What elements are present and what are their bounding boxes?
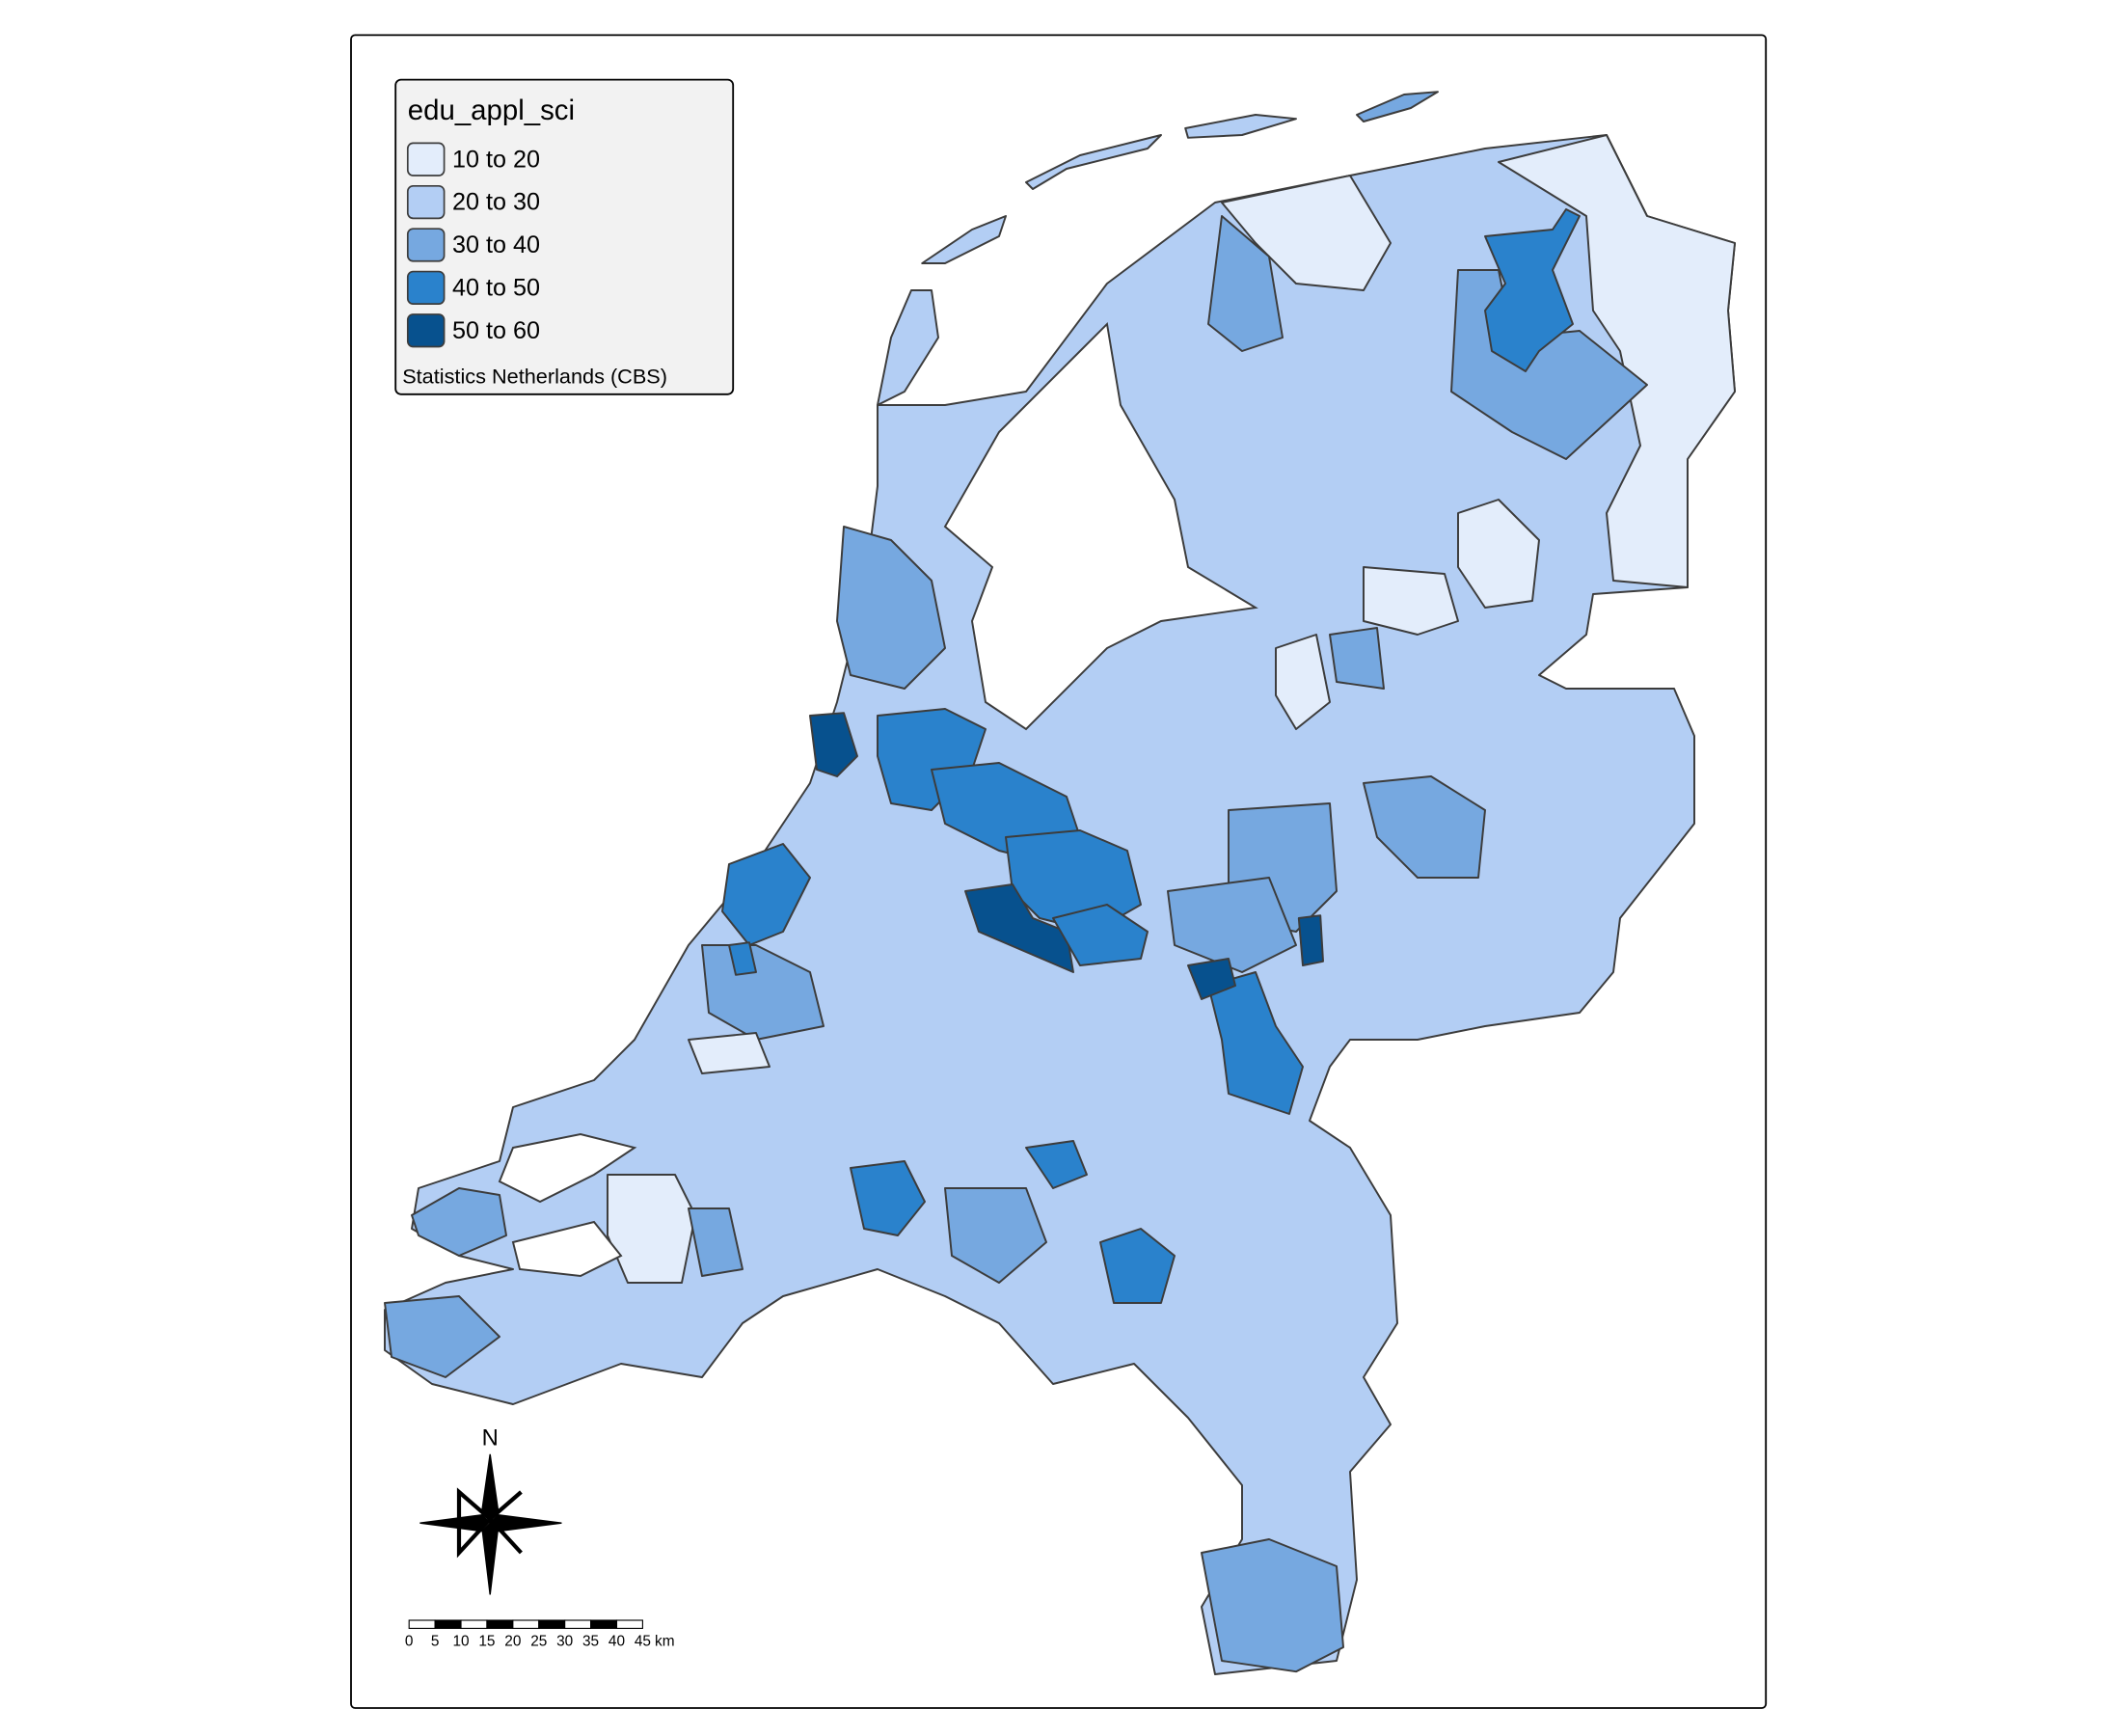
legend-box [394,78,735,395]
region [944,1187,1047,1284]
water [511,1220,623,1278]
scale-segment [434,1619,462,1629]
compass-rose-diag [456,1487,523,1559]
scale-label: 20 [504,1633,521,1649]
legend-swatch [406,270,446,305]
legend-swatch [406,313,446,348]
legend-title: edu_appl_sci [408,95,575,126]
region [921,215,1007,264]
region [1498,134,1736,588]
legend-label: 50 to 60 [452,317,540,344]
region [1275,634,1331,730]
scale-segment [538,1619,566,1629]
scale-label: 45 [635,1633,651,1649]
legend-swatch [406,142,446,176]
water [498,1132,637,1204]
region [1052,904,1149,966]
region [1187,958,1236,1000]
region [1297,914,1324,966]
legend-label: 30 to 40 [452,231,540,258]
region [1457,499,1540,609]
region [411,1187,507,1257]
legend-label: 20 to 30 [452,189,540,216]
map-canvas: edu_appl_sci Statistics Netherlands (CBS… [350,34,1768,1709]
region [1329,627,1385,690]
scale-label: 5 [431,1633,440,1649]
region [809,712,858,777]
scale-segment [408,1619,436,1629]
region [1484,208,1581,372]
islands [877,91,1439,406]
scale-segment [486,1619,514,1629]
region [836,526,946,690]
region [1184,114,1297,139]
regions [384,134,1736,1673]
region [1167,877,1297,973]
region [1221,175,1392,291]
region [1356,91,1439,122]
region [688,1032,771,1074]
legend-credits: Statistics Netherlands (CBS) [402,365,667,389]
scale-unit: km [655,1633,675,1649]
legend-label: 40 to 50 [452,274,540,301]
compass-label: N [482,1425,499,1451]
scale-label: 0 [405,1633,414,1649]
region [1025,1140,1088,1189]
water [943,321,1258,731]
scale-label: 40 [608,1633,625,1649]
legend-swatch [406,228,446,262]
scale-label: 30 [556,1633,573,1649]
region [1025,134,1162,190]
scale-segment [512,1619,540,1629]
region [877,289,939,406]
region [721,843,811,946]
region [701,944,825,1041]
scale-label: 15 [478,1633,495,1649]
region [1207,215,1284,352]
compass: N [419,1425,562,1595]
region [728,941,757,976]
region [1207,971,1304,1115]
region [1099,1228,1176,1304]
region [964,883,1074,973]
region [1201,1538,1344,1673]
scale-segment [615,1619,643,1629]
legend-swatch [406,184,446,220]
region [384,1295,500,1378]
region [1363,775,1486,879]
scale-segment [564,1619,592,1629]
scale-segment [460,1619,488,1629]
region [850,1160,926,1236]
legend: edu_appl_sci Statistics Netherlands (CBS… [394,78,735,395]
region [1363,566,1459,636]
legend-label: 10 to 20 [452,146,540,173]
scale-bar: 0 5 10 15 20 25 30 35 40 45 km [405,1619,675,1649]
scale-label: 35 [582,1633,599,1649]
scale-label: 25 [530,1633,547,1649]
region [607,1174,696,1284]
scale-segment [590,1619,618,1629]
scale-label: 10 [452,1633,469,1649]
region [688,1207,744,1277]
